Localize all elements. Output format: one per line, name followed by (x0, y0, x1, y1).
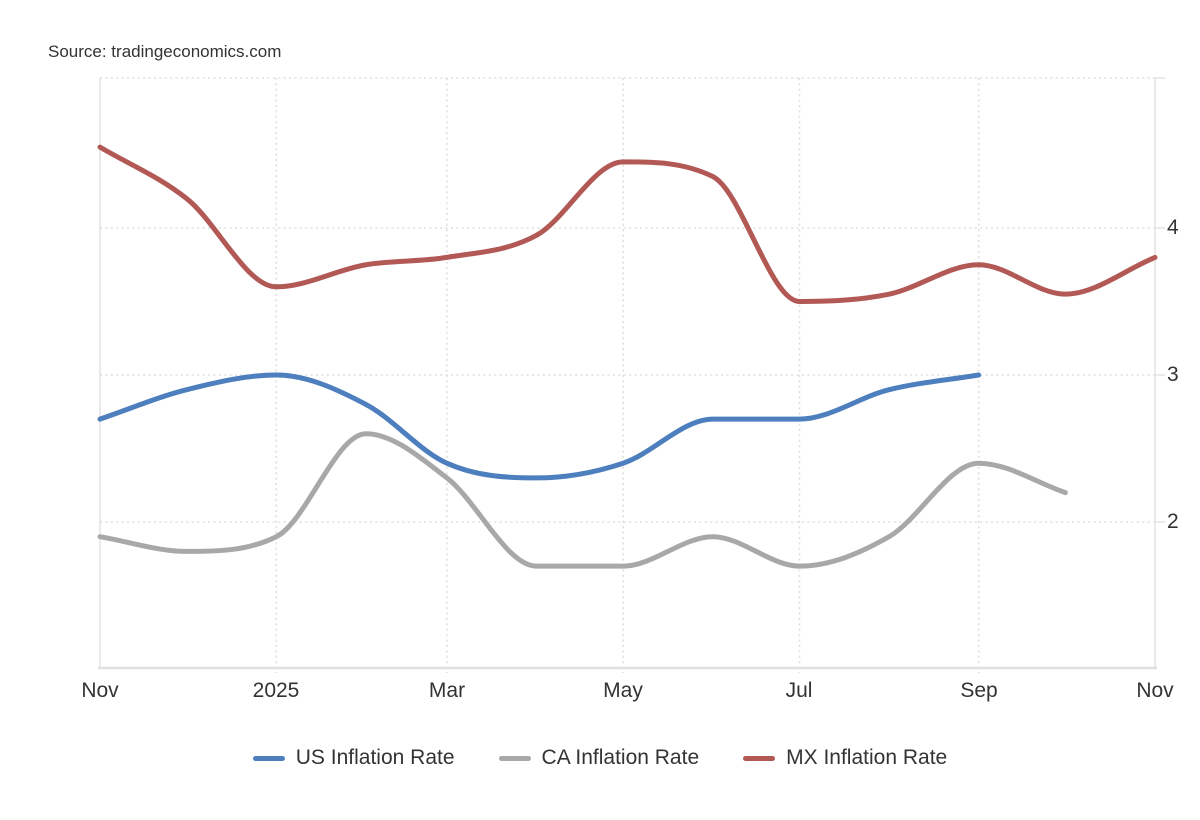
legend-item-ca[interactable]: CA Inflation Rate (498, 746, 700, 770)
mx-line-swatch-icon (743, 755, 776, 761)
legend-label-ca: CA Inflation Rate (541, 746, 700, 769)
x-tick-label: May (603, 679, 643, 702)
legend-label-mx: MX Inflation Rate (786, 746, 948, 769)
x-tick-label: 2025 (252, 679, 300, 702)
series-line-mx (97, 144, 1158, 304)
x-tick-label: Jul (785, 679, 813, 702)
y-tick-label: 3 (1167, 363, 1179, 386)
series-line-us (97, 372, 982, 481)
x-tick-label: Nov (81, 679, 119, 702)
x-tick-label: Sep (960, 679, 998, 702)
legend-item-us[interactable]: US Inflation Rate (252, 746, 455, 770)
us-line-swatch-icon (252, 755, 285, 761)
x-tick-label: Nov (1136, 679, 1174, 702)
y-tick-label: 4 (1167, 216, 1179, 239)
series-line-ca (97, 431, 1068, 569)
y-tick-label: 2 (1167, 510, 1179, 533)
legend-item-mx[interactable]: MX Inflation Rate (743, 746, 947, 770)
x-tick-label: Mar (428, 679, 466, 702)
source-note: Source: tradingeconomics.com (48, 42, 282, 61)
legend: US Inflation Rate CA Inflation Rate MX I… (0, 743, 1200, 773)
legend-label-us: US Inflation Rate (295, 746, 455, 769)
ca-line-swatch-icon (498, 755, 531, 761)
